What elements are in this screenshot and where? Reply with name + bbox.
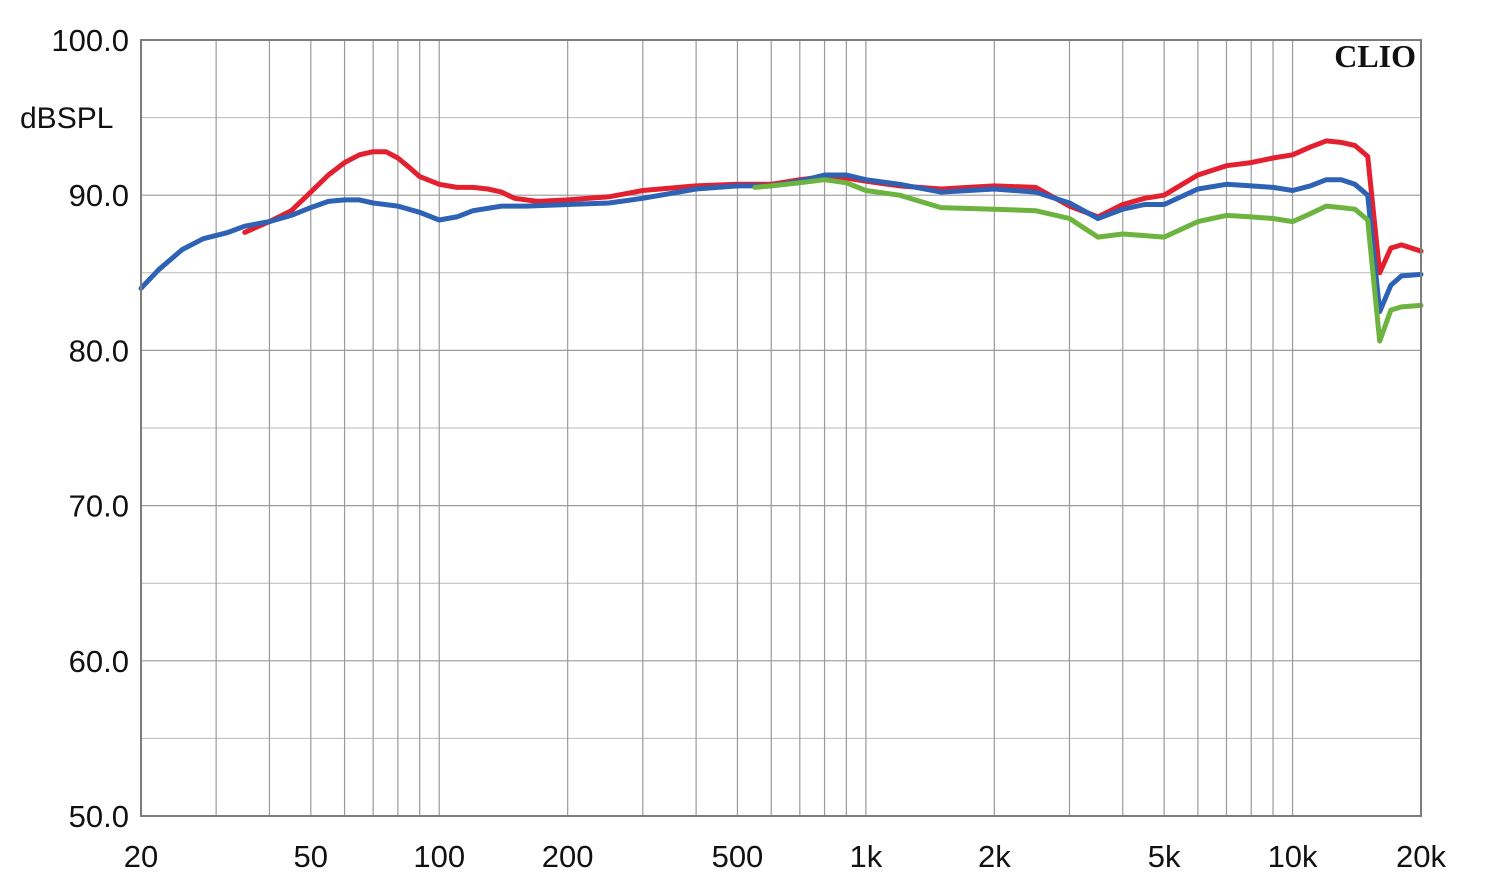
x-tick-label: 20k xyxy=(1396,839,1446,874)
y-tick-label: 100.0 xyxy=(51,23,129,58)
minor-gridlines xyxy=(141,117,1421,739)
y-tick-label: 80.0 xyxy=(69,333,129,368)
x-tick-label: 20 xyxy=(124,839,158,874)
x-tick-label: 500 xyxy=(712,839,764,874)
y-tick-label: 70.0 xyxy=(69,489,129,524)
x-tick-label: 100 xyxy=(413,839,465,874)
brand-logo-text: CLIO xyxy=(1334,38,1416,74)
x-tick-label: 5k xyxy=(1148,839,1181,874)
x-tick-label: 200 xyxy=(542,839,594,874)
y-tick-label: 90.0 xyxy=(69,178,129,213)
plot-frame xyxy=(140,39,1422,817)
y-tick-label: 50.0 xyxy=(69,799,129,834)
x-tick-label: 2k xyxy=(978,839,1011,874)
y-tick-label: 60.0 xyxy=(69,644,129,679)
series-layer xyxy=(138,138,1424,344)
series-line-3 xyxy=(752,177,1424,344)
x-tick-labels: 20 50 100 200 500 1k 2k 5k 10k 20k xyxy=(124,839,1447,874)
y-axis-unit-label: dBSPL xyxy=(20,102,113,135)
x-tick-label: 50 xyxy=(294,839,328,874)
x-tick-label: 10k xyxy=(1268,839,1318,874)
x-tick-label: 1k xyxy=(850,839,883,874)
y-tick-labels: 100.0 90.0 80.0 70.0 60.0 50.0 xyxy=(51,23,129,834)
